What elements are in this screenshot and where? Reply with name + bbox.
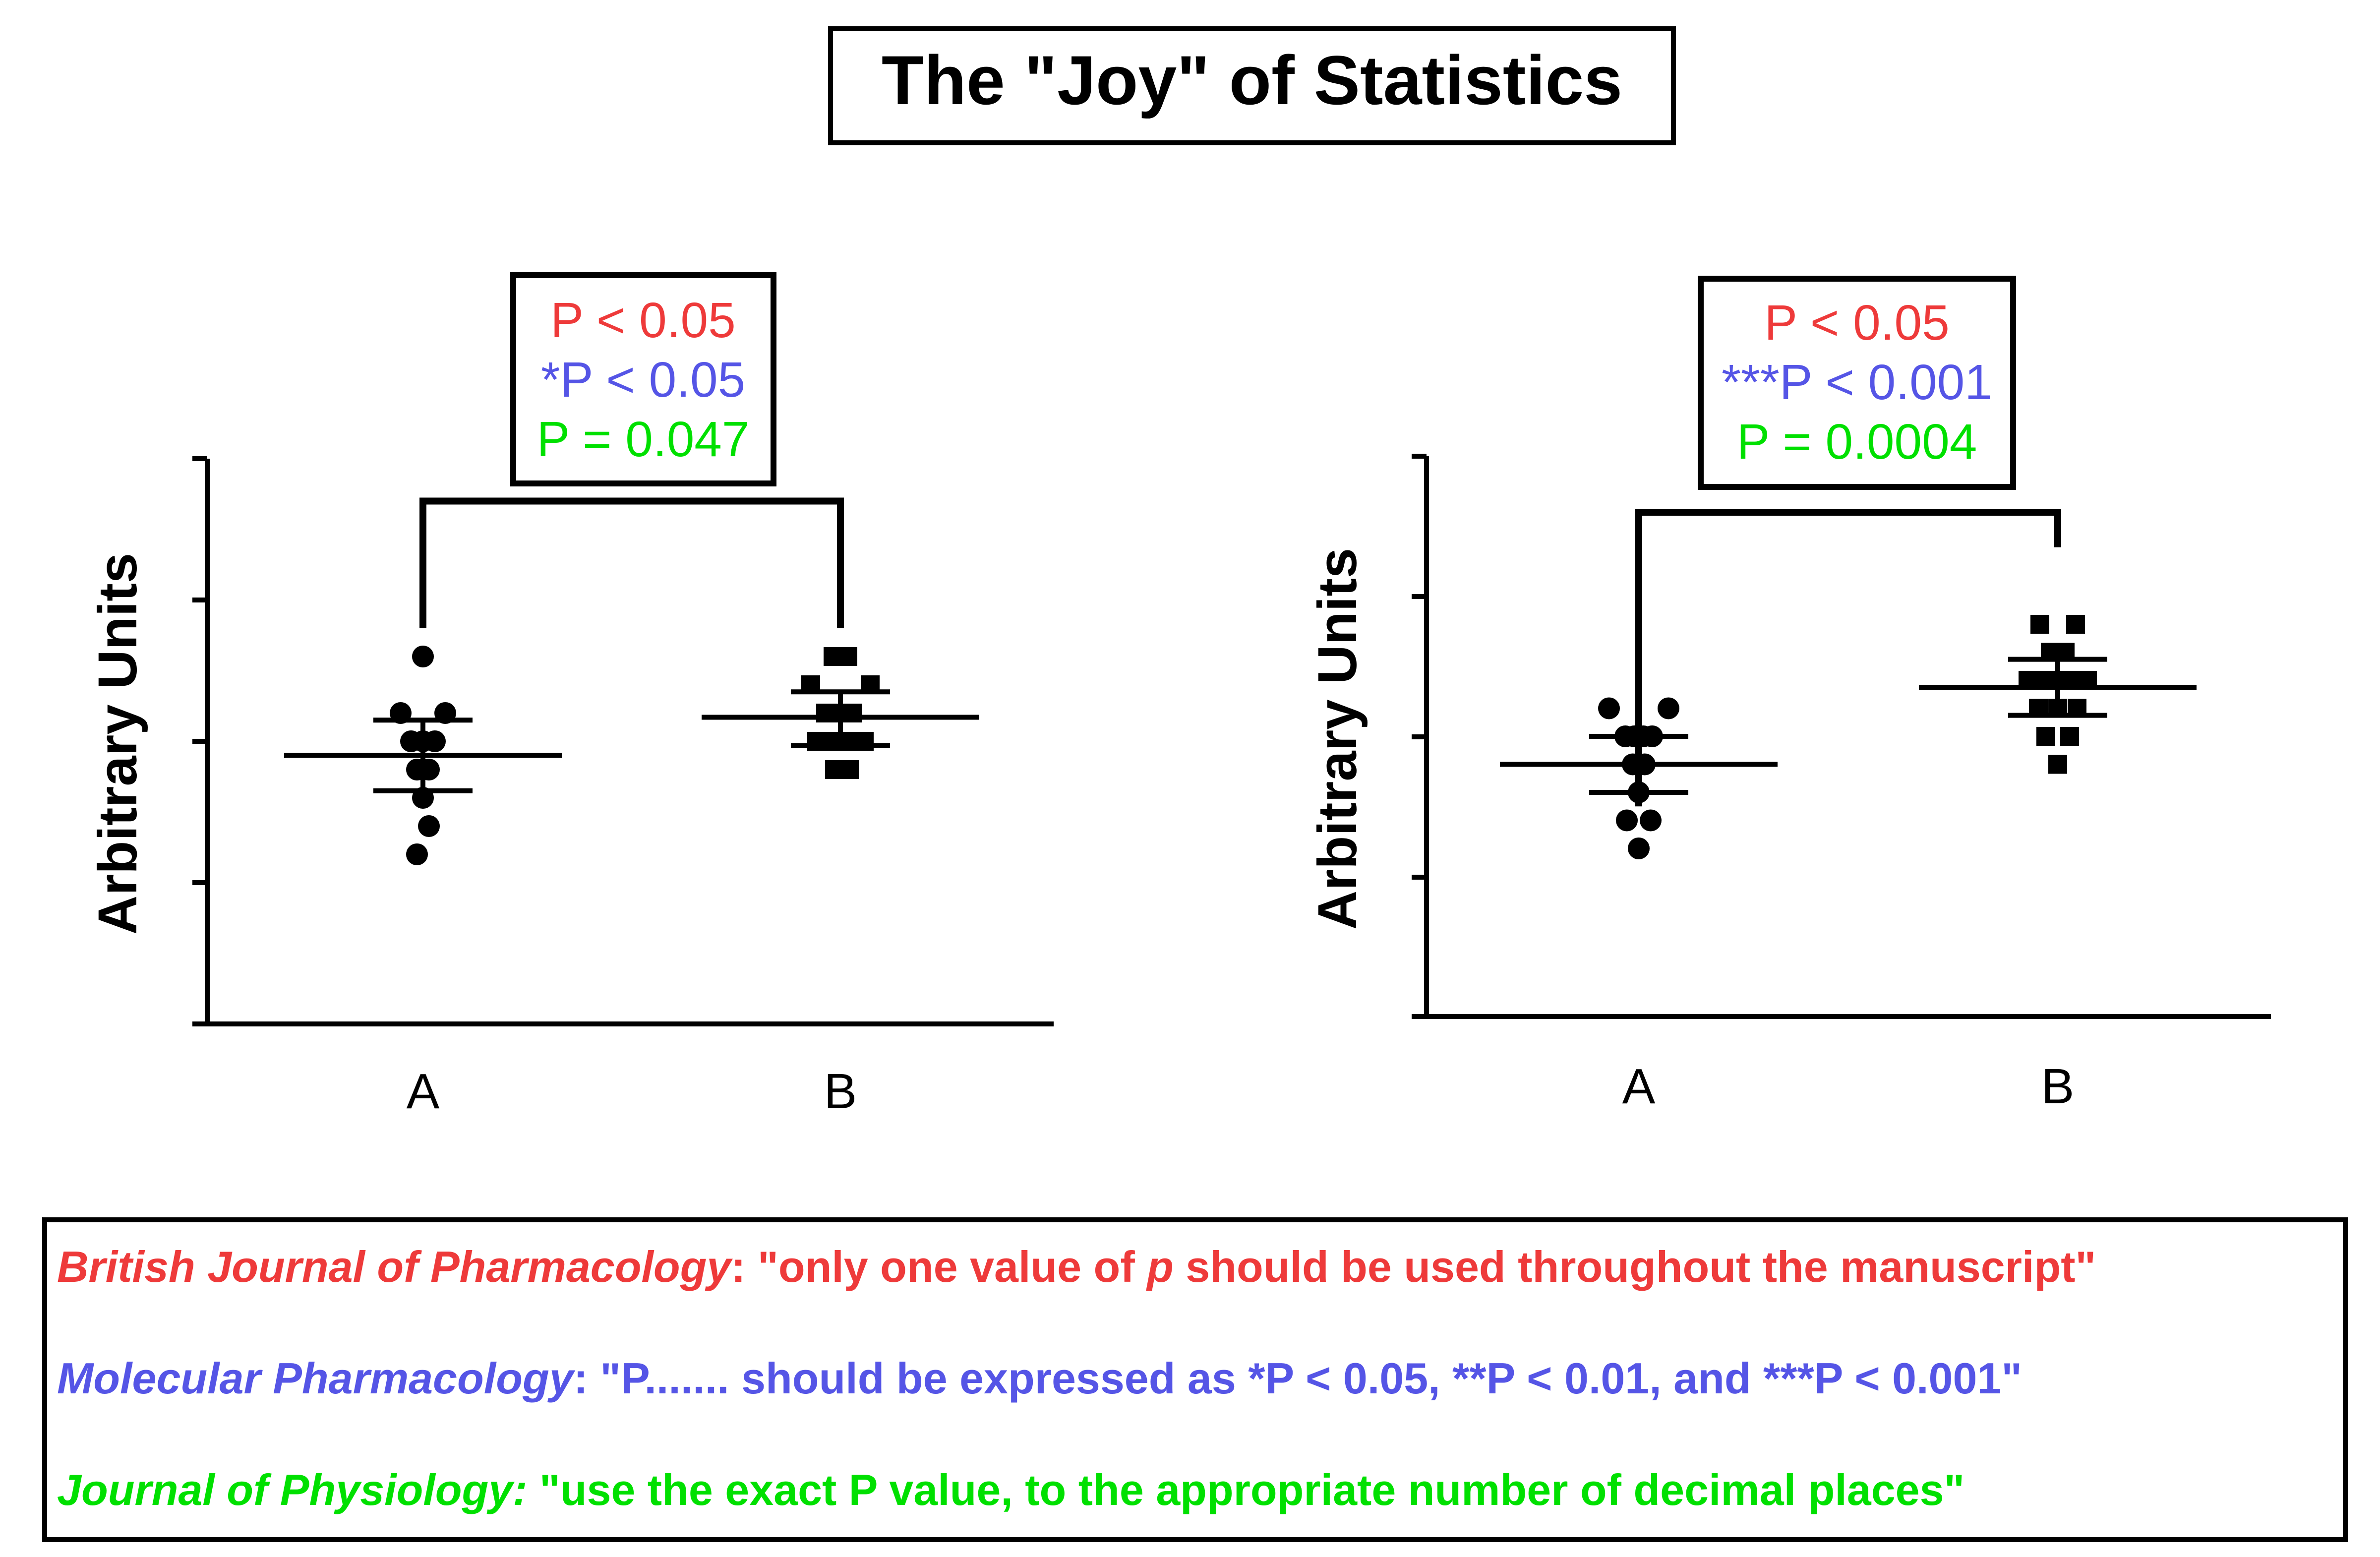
data-point <box>424 730 446 752</box>
footer-box: British Journal of Pharmacology: "only o… <box>42 1217 2348 1542</box>
p-label-plain: P < 0.05 <box>1764 295 1950 351</box>
data-point <box>2066 615 2085 634</box>
data-point <box>2060 727 2079 746</box>
y-axis <box>192 456 210 1026</box>
p-label-asterisk: *P < 0.05 <box>541 352 745 408</box>
data-point <box>412 646 434 667</box>
data-point <box>840 760 859 779</box>
data-point <box>418 815 440 837</box>
bracket-line <box>419 497 844 628</box>
data-point <box>1640 809 1662 832</box>
journal-name-jphysiol: Journal of Physiology: <box>57 1465 528 1514</box>
data-point <box>838 647 857 666</box>
p-label-exact: P = 0.047 <box>536 412 749 467</box>
chart-title: The "Joy" of Statistics <box>882 41 1622 119</box>
data-point <box>2048 755 2067 774</box>
significance-bracket <box>1635 509 2061 807</box>
data-marks <box>284 646 979 865</box>
data-point <box>1598 697 1620 719</box>
y-axis-title: Arbitrary Units <box>87 553 148 935</box>
y-axis-title: Arbitrary Units <box>1307 548 1368 930</box>
data-point <box>2036 727 2055 746</box>
p-label-asterisk: ***P < 0.001 <box>1722 355 1992 410</box>
x-tick-label-a: A <box>1622 1059 1656 1114</box>
significance-box: P < 0.05 *P < 0.05 P = 0.047 <box>510 272 776 486</box>
footer-line-molpharm: Molecular Pharmacology: "P....... should… <box>57 1354 2022 1403</box>
significance-box: P < 0.05 ***P < 0.001 P = 0.0004 <box>1698 276 2016 490</box>
x-tick-label-a: A <box>407 1064 440 1119</box>
x-tick-label-b: B <box>824 1064 857 1119</box>
p-label-exact: P = 0.0004 <box>1737 414 1977 470</box>
data-point <box>1628 838 1650 859</box>
title-box: The "Joy" of Statistics <box>828 26 1676 145</box>
y-axis <box>1412 454 1429 1019</box>
data-point <box>1658 697 1679 719</box>
data-marks <box>1500 615 2197 859</box>
journal-name-bjp: British Journal of Pharmacology <box>57 1242 733 1291</box>
data-point <box>2030 615 2049 634</box>
panel-left: Arbitrary Units A B P < 0.05 *P < 0.05 P… <box>87 272 1054 1119</box>
bracket-line <box>1635 509 2061 807</box>
p-label-plain: P < 0.05 <box>550 293 736 348</box>
panel-right: Arbitrary Units A B P < 0.05 ***P < 0.00… <box>1307 276 2271 1114</box>
data-point <box>1616 809 1638 832</box>
data-point <box>406 843 428 865</box>
significance-bracket <box>419 497 844 628</box>
footer-line-jphysiol: Journal of Physiology: "use the exact P … <box>57 1465 1964 1514</box>
journal-name-molpharm: Molecular Pharmacology <box>57 1354 576 1403</box>
x-tick-label-b: B <box>2041 1059 2075 1114</box>
footer-line-bjp: British Journal of Pharmacology: "only o… <box>57 1242 2096 1291</box>
